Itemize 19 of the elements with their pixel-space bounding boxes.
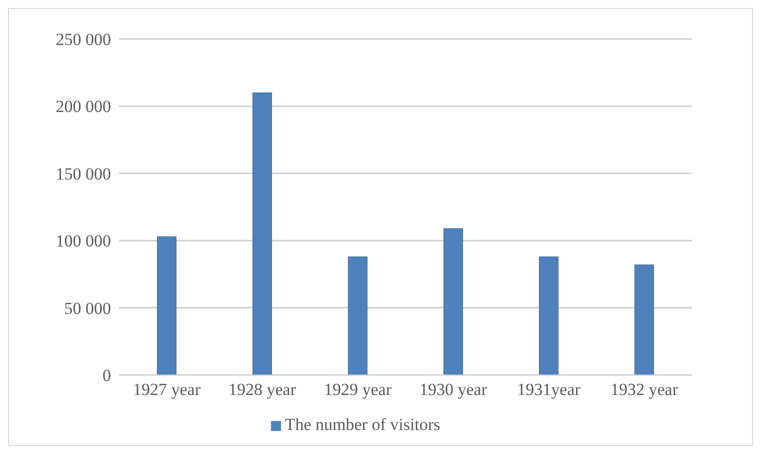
x-tick-label: 1929 year xyxy=(324,380,392,400)
bar xyxy=(252,92,272,375)
y-tick-label: 0 xyxy=(102,366,111,386)
bar xyxy=(443,228,463,375)
bar xyxy=(634,264,654,375)
x-tick-label: 1931year xyxy=(517,380,581,400)
y-tick-label: 200 000 xyxy=(56,97,111,116)
bar xyxy=(348,256,368,375)
y-tick-label: 50 000 xyxy=(64,298,111,318)
x-tick-label: 1932 year xyxy=(610,380,678,400)
y-tick-label: 250 000 xyxy=(56,30,111,50)
x-tick-label: 1928 year xyxy=(228,380,296,400)
legend-label: The number of visitors xyxy=(284,415,440,434)
x-tick-label: 1930 year xyxy=(419,380,488,400)
bar xyxy=(538,256,558,375)
y-tick-label: 150 000 xyxy=(56,164,111,184)
x-tick-label: 1927 year xyxy=(132,380,201,400)
y-tick-label: 100 000 xyxy=(56,232,111,251)
bar xyxy=(156,236,176,375)
